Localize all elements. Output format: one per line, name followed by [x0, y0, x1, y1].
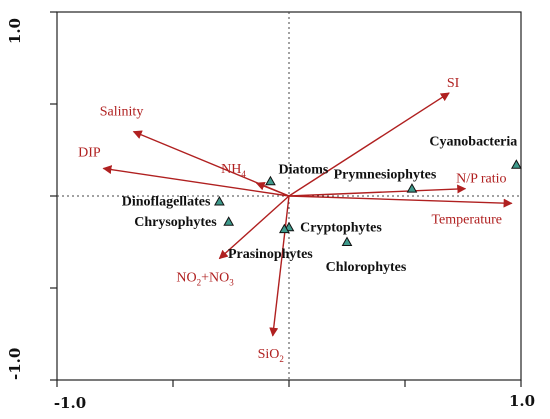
vector-label-text: N/P ratio [456, 172, 506, 187]
vector-arrow [255, 181, 290, 197]
point-4: Chrysophytes [134, 215, 235, 230]
vector-label: SiO2 [258, 347, 284, 364]
vector-arrow [288, 184, 467, 197]
vector-3: NH4 [221, 162, 290, 197]
vector-label-text-2: +NO [201, 271, 229, 286]
point-label: Chrysophytes [134, 215, 217, 230]
vector-label: SI [447, 76, 460, 91]
vector-0: SI [288, 76, 460, 197]
point-marker [214, 196, 225, 206]
point-6: Prasinophytes [228, 223, 313, 262]
vector-label-subscript: 4 [241, 169, 246, 179]
point-0: Cyanobacteria [429, 135, 522, 169]
vector-4: N/P ratio [288, 172, 507, 197]
vector-arrow [102, 165, 290, 197]
vector-label: N/P ratio [456, 172, 506, 187]
point-marker [511, 159, 522, 169]
point-group: Cyanobacteria Prymnesiophytes Diatoms Dinof… [122, 135, 522, 275]
point-label: Prymnesiophytes [334, 168, 437, 183]
vector-5: Temperature [288, 195, 513, 227]
point-label: Cyanobacteria [429, 135, 517, 150]
vector-arrow [269, 195, 290, 337]
vector-label-text: NO [176, 271, 196, 286]
vector-label-text: Temperature [431, 212, 502, 227]
vector-label-subscript: 2 [279, 354, 284, 364]
point-1: Prymnesiophytes [334, 168, 437, 193]
x-tick-label-left: -1.0 [54, 394, 86, 412]
vector-2: DIP [78, 145, 290, 197]
point-marker [406, 183, 418, 193]
point-7: Chlorophytes [326, 236, 407, 275]
vector-label: DIP [78, 145, 101, 160]
vector-label: NO2+NO3 [176, 271, 234, 288]
vector-label-text: Salinity [100, 105, 144, 120]
x-tick-label-right: 1.0 [509, 392, 535, 410]
point-marker [341, 236, 353, 246]
point-label: Chlorophytes [326, 260, 407, 275]
vector-7: SiO2 [258, 195, 290, 364]
vector-label-subscript-2: 3 [229, 278, 234, 288]
vector-label-text: SiO [258, 347, 280, 362]
vector-arrow [218, 195, 290, 260]
point-marker [265, 175, 276, 186]
vector-label: Salinity [100, 105, 144, 120]
point-2: Diatoms [265, 162, 329, 186]
vector-arrow [288, 92, 450, 197]
vector-label-subscript: 2 [197, 278, 202, 288]
point-5: Cryptophytes [283, 220, 382, 235]
vector-6: NO2+NO3 [176, 195, 290, 288]
vector-label-text: NH [221, 162, 241, 177]
point-label: Diatoms [279, 162, 329, 177]
y-tick-label-top: 1.0 [6, 18, 24, 44]
point-marker [279, 223, 290, 234]
axis-ticks [50, 11, 522, 387]
point-label: Dinoflagellates [122, 195, 211, 210]
vector-arrow [288, 195, 513, 208]
y-tick-label-bottom: -1.0 [6, 348, 24, 380]
vector-label-text: SI [447, 76, 460, 91]
vector-label: NH4 [221, 162, 246, 179]
point-marker [223, 216, 235, 226]
point-label: Prasinophytes [228, 247, 313, 262]
point-label: Cryptophytes [300, 220, 382, 235]
vector-label: Temperature [431, 212, 502, 227]
point-3: Dinoflagellates [122, 195, 225, 210]
vector-label-text: DIP [78, 145, 101, 160]
